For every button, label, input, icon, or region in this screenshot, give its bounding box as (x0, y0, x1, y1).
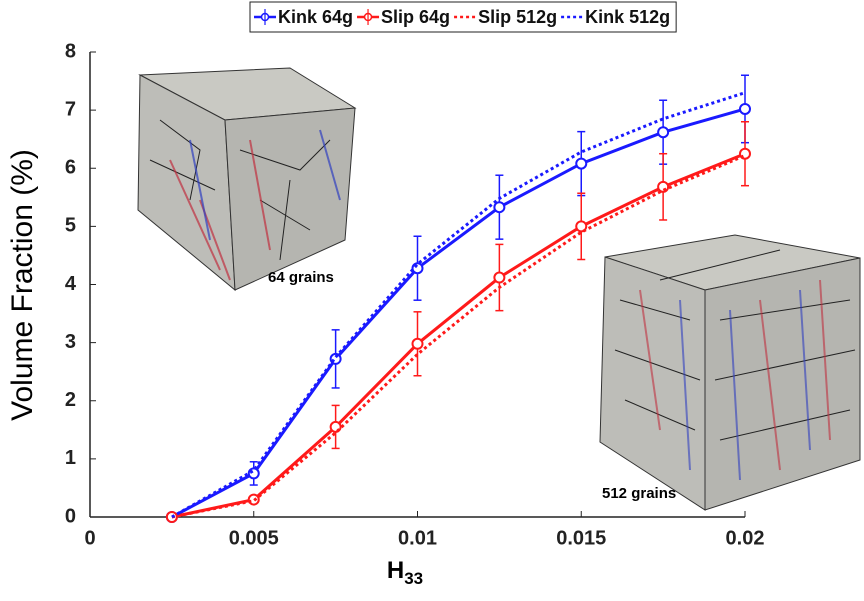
data-point (575, 157, 588, 170)
x-tick-label: 0.015 (556, 527, 606, 549)
plot-area (89, 51, 751, 523)
data-point (657, 126, 670, 139)
inset-64-grains (137, 67, 357, 292)
data-point (493, 271, 506, 284)
series-line (171, 107, 746, 519)
data-point (739, 102, 751, 115)
y-tick-label: 2 (65, 389, 76, 411)
y-tick-label: 6 (65, 157, 76, 179)
x-tick-label: 0.005 (229, 527, 279, 549)
inset-512-grains (599, 234, 861, 511)
data-point (411, 262, 424, 275)
x-axis-label-main: H (387, 557, 404, 584)
y-tick-label: 3 (65, 331, 76, 353)
series-line (171, 154, 746, 519)
x-tick-label: 0 (84, 527, 95, 549)
y-tick-label: 7 (65, 98, 76, 120)
legend-label: Slip 512g (478, 7, 557, 27)
legend-box (249, 1, 677, 33)
legend-label: Kink 64g (278, 7, 353, 27)
y-tick-label: 1 (65, 447, 76, 469)
data-point (493, 201, 506, 214)
annotation: 512 grains (602, 485, 676, 502)
x-axis-label: H33 (387, 557, 423, 588)
data-point (575, 220, 588, 233)
annotation: 64 grains (268, 269, 334, 286)
data-point (411, 337, 424, 350)
x-axis-label-subscript: 33 (404, 569, 423, 588)
y-tick-label: 4 (65, 273, 77, 295)
series-line (171, 91, 746, 519)
y-tick-label: 5 (65, 215, 76, 237)
y-tick-label: 8 (65, 40, 76, 62)
x-tick-label: 0.01 (398, 527, 437, 549)
y-tick-label: 0 (65, 505, 76, 527)
legend-label: Kink 512g (585, 7, 670, 27)
legend: Kink 64g Slip 64g Slip 512g Kink 512g (249, 1, 677, 33)
y-axis-label: Volume Fraction (%) (6, 149, 39, 421)
legend-label: Slip 64g (381, 7, 450, 27)
data-point (247, 467, 260, 480)
x-tick-label: 0.02 (726, 527, 765, 549)
